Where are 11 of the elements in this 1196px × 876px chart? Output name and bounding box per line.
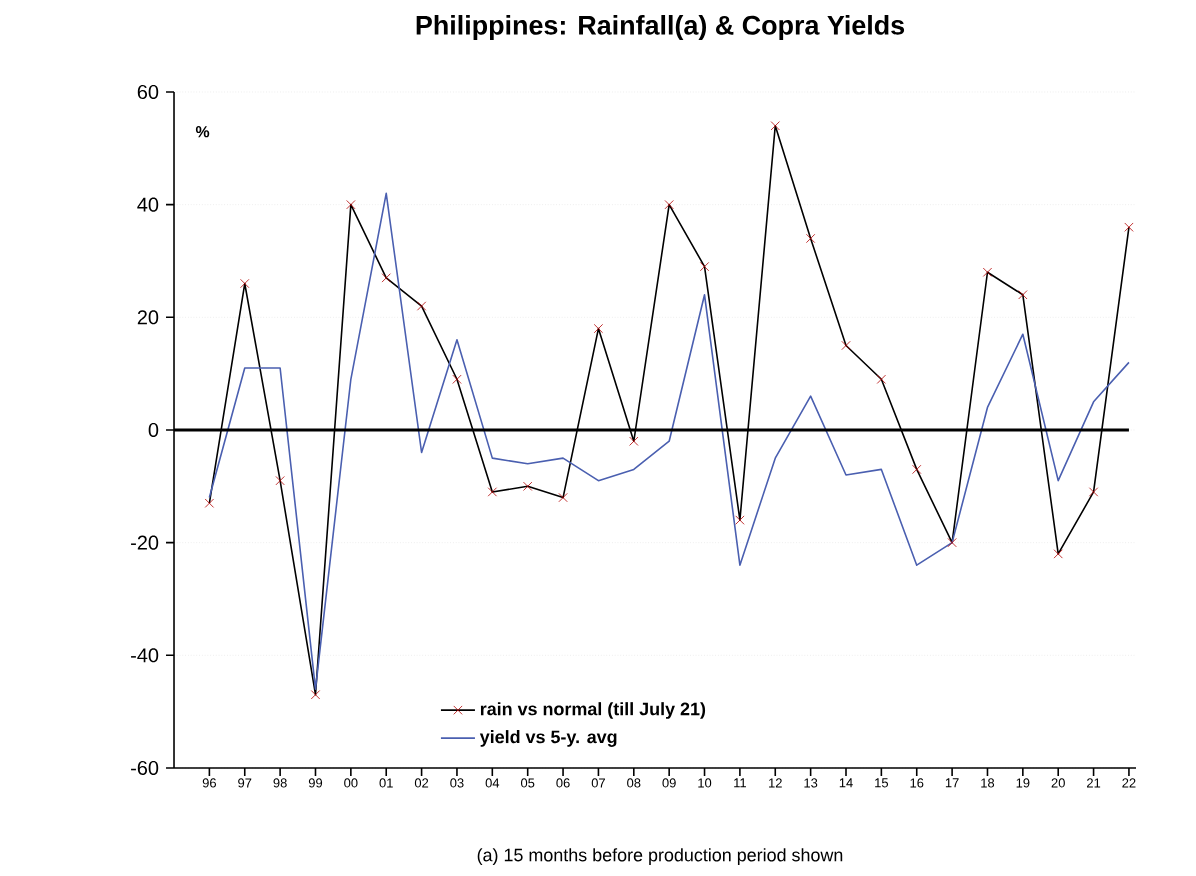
- y-tick-label: -40: [131, 648, 159, 663]
- y-tick-label: 0: [148, 422, 159, 438]
- y-tick-label: 40: [137, 197, 159, 212]
- y-tick-label: -20: [131, 535, 159, 550]
- y-tick-label: 60: [137, 84, 159, 100]
- chart-title: Philippines: Rainfall(a) & Copra Yields: [416, 15, 905, 41]
- text: (a) 15 months before production period shown: [477, 848, 843, 865]
- legend-label: yield vs 5-y. avg: [479, 730, 617, 747]
- y-tick-label: 20: [137, 310, 159, 325]
- legend-label: rain vs normal (till July 21): [480, 702, 706, 719]
- y-tick-label: -60: [131, 760, 159, 776]
